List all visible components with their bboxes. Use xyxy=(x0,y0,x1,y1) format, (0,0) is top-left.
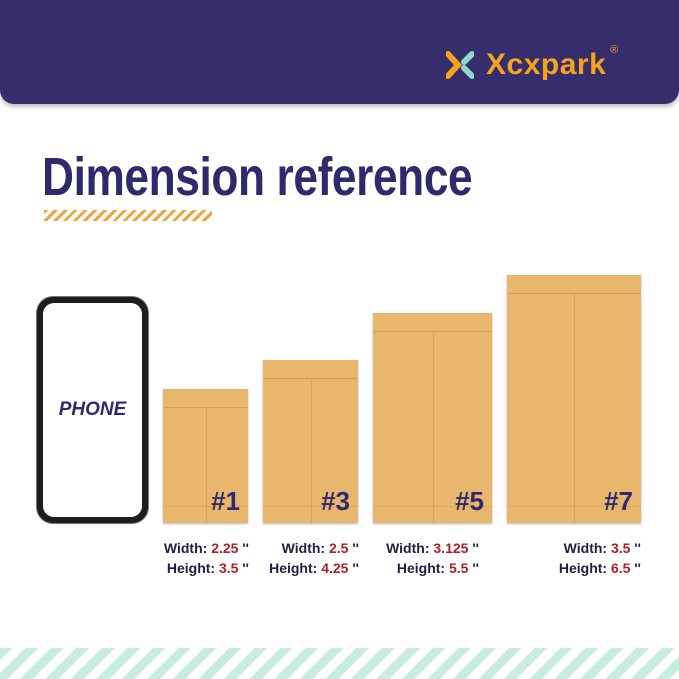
dims-5: Width: 3.125 '' Height: 5.5 '' xyxy=(386,540,479,576)
phone-label: PHONE xyxy=(58,399,127,420)
dims-3: Width: 2.5 '' Height: 4.25 '' xyxy=(269,540,359,576)
decorative-stripes xyxy=(0,648,679,679)
envelope-number: #5 xyxy=(455,486,484,516)
phone-screen: PHONE xyxy=(43,303,142,517)
title-underline xyxy=(44,210,212,221)
page-title: Dimension reference xyxy=(42,147,473,207)
envelope-number: #1 xyxy=(211,486,240,516)
brand-name-wrap: Xcxpark ® xyxy=(486,44,618,82)
phone-illustration: PHONE xyxy=(37,297,148,523)
envelope-number: #7 xyxy=(604,486,633,516)
envelope-5: #5 xyxy=(373,313,492,523)
header-banner: Xcxpark ® xyxy=(0,0,679,104)
brand-name: Xcxpark xyxy=(486,48,607,81)
brand-logo: Xcxpark ® xyxy=(446,44,618,82)
envelope-1: #1 xyxy=(163,389,248,523)
logo-x-icon xyxy=(446,51,474,79)
dims-1: Width: 2.25 '' Height: 3.5 '' xyxy=(163,540,249,576)
dims-7: Width: 3.5 '' Height: 6.5 '' xyxy=(558,540,641,576)
envelope-number: #3 xyxy=(321,486,350,516)
envelope-3: #3 xyxy=(263,360,358,523)
registered-mark: ® xyxy=(610,44,619,56)
envelope-7: #7 xyxy=(507,275,641,523)
